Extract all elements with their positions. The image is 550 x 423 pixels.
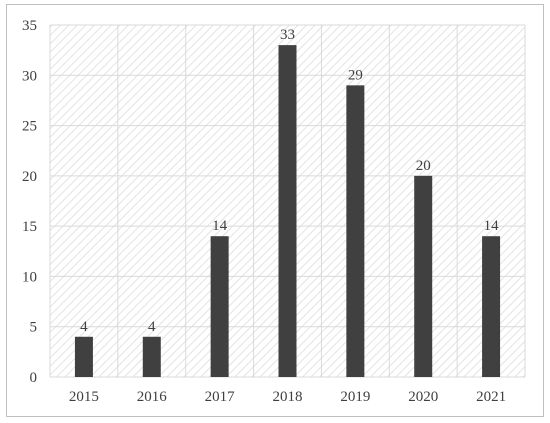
data-label-2019: 29	[348, 67, 363, 83]
bar-2017	[210, 236, 229, 377]
y-axis-ticks: 0 5 10 15 20 25 30 35	[22, 18, 37, 386]
y-tick-label: 15	[22, 219, 37, 235]
data-label-2016: 4	[148, 319, 156, 335]
bar-2016	[142, 336, 161, 377]
data-label-2020: 20	[416, 158, 431, 174]
bar-2015	[74, 336, 93, 377]
x-tick-label: 2020	[408, 389, 438, 405]
y-tick-label: 25	[22, 119, 37, 135]
x-tick-label: 2018	[273, 389, 303, 405]
data-labels: 4 4 14 33 29 20 14	[80, 27, 499, 335]
data-label-2021: 14	[484, 218, 500, 234]
data-label-2017: 14	[212, 218, 228, 234]
y-tick-label: 30	[22, 68, 37, 84]
data-label-2018: 33	[280, 27, 295, 43]
bar-2020	[414, 175, 433, 377]
data-label-2015: 4	[80, 319, 88, 335]
x-tick-label: 2015	[69, 389, 99, 405]
bar-2019	[346, 85, 365, 377]
x-tick-label: 2016	[137, 389, 168, 405]
bars	[74, 45, 501, 377]
x-tick-label: 2019	[340, 389, 370, 405]
y-tick-label: 20	[22, 169, 37, 185]
x-axis-ticks: 2015 2016 2017 2018 2019 2020 2021	[69, 389, 506, 405]
y-tick-label: 10	[22, 269, 37, 285]
y-tick-label: 5	[30, 320, 38, 336]
x-tick-label: 2021	[476, 389, 506, 405]
bar-2018	[278, 45, 297, 377]
bar-2021	[482, 236, 501, 377]
x-tick-label: 2017	[205, 389, 236, 405]
y-tick-label: 35	[22, 18, 37, 34]
y-tick-label: 0	[30, 370, 38, 386]
